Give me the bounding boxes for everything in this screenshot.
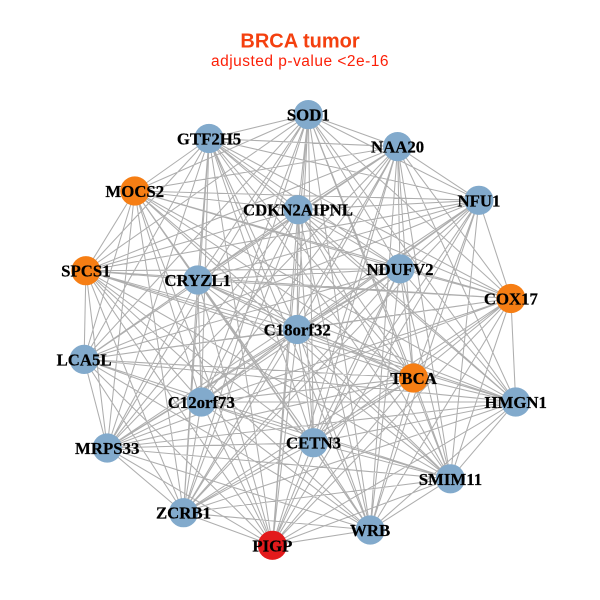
svg-text:HMGN1: HMGN1 <box>484 393 546 412</box>
svg-text:GTF2H5: GTF2H5 <box>177 130 241 149</box>
svg-text:MRPS33: MRPS33 <box>75 439 139 458</box>
svg-text:SOD1: SOD1 <box>287 106 330 125</box>
svg-text:CETN3: CETN3 <box>286 434 341 453</box>
svg-text:CDKN2AIPNL: CDKN2AIPNL <box>243 201 353 220</box>
svg-text:NDUFV2: NDUFV2 <box>366 260 433 279</box>
svg-text:BRCA tumor: BRCA tumor <box>240 31 359 53</box>
svg-text:NAA20: NAA20 <box>371 138 424 157</box>
svg-text:PIGP: PIGP <box>252 536 292 555</box>
svg-text:CRYZL1: CRYZL1 <box>164 271 231 290</box>
svg-text:LCA5L: LCA5L <box>57 350 112 369</box>
svg-text:COX17: COX17 <box>484 290 538 309</box>
svg-text:WRB: WRB <box>350 521 390 540</box>
svg-text:SMIM11: SMIM11 <box>419 470 482 489</box>
svg-text:SPCS1: SPCS1 <box>61 262 110 281</box>
svg-text:ZCRB1: ZCRB1 <box>156 504 211 523</box>
svg-text:C18orf32: C18orf32 <box>264 321 331 340</box>
svg-text:NFU1: NFU1 <box>457 191 500 210</box>
svg-text:C12orf73: C12orf73 <box>168 393 235 412</box>
svg-text:TBCA: TBCA <box>390 369 437 388</box>
svg-text:MOCS2: MOCS2 <box>105 182 164 201</box>
svg-text:adjusted p-value <2e-16: adjusted p-value <2e-16 <box>211 53 389 70</box>
